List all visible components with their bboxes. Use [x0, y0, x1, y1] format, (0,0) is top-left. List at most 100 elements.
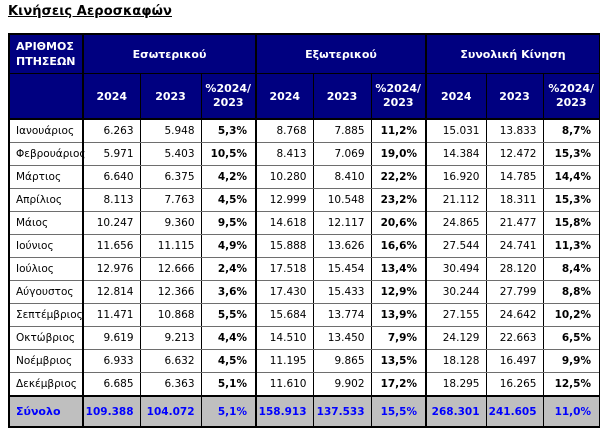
table-row: Ιούλιος 12.976 12.666 2,4% 17.518 15.454…: [8, 257, 600, 281]
pct-cell: 20,6%: [370, 211, 427, 235]
pct-cell: 23,2%: [370, 188, 427, 212]
value-cell: 14.510: [255, 326, 314, 350]
value-cell: 12.976: [82, 257, 141, 281]
value-cell: 11.195: [255, 349, 314, 373]
value-cell: 14.384: [425, 142, 487, 166]
table-row: Απρίλιος 8.113 7.763 4,5% 12.999 10.548 …: [8, 188, 600, 212]
month-cell: Μάιος: [8, 211, 84, 235]
value-cell: 9.619: [82, 326, 141, 350]
value-cell: 14.785: [485, 165, 544, 189]
pct-cell: 5,1%: [200, 372, 257, 397]
month-cell: Αύγουστος: [8, 280, 84, 304]
value-cell: 6.632: [139, 349, 202, 373]
table-row: Φεβρουάριος 5.971 5.403 10,5% 8.413 7.06…: [8, 142, 600, 166]
value-cell: 7.069: [312, 142, 372, 166]
value-cell: 13.626: [312, 234, 372, 258]
value-cell: 27.155: [425, 303, 487, 327]
group-header-domestic: Εσωτερικού: [82, 33, 257, 74]
pct-cell: 9,5%: [200, 211, 257, 235]
pct-cell: 7,9%: [370, 326, 427, 350]
value-cell: 8.410: [312, 165, 372, 189]
year-header: 2023: [139, 73, 202, 120]
pct-cell: 19,0%: [370, 142, 427, 166]
year-header: 2023: [312, 73, 372, 120]
value-cell: 17.430: [255, 280, 314, 304]
month-cell: Μάρτιος: [8, 165, 84, 189]
pct-cell: 13,4%: [370, 257, 427, 281]
value-cell: 18.311: [485, 188, 544, 212]
value-cell: 27.544: [425, 234, 487, 258]
pct-cell: 9,9%: [542, 349, 600, 373]
value-cell: 22.663: [485, 326, 544, 350]
corner-header-spacer: [8, 73, 84, 120]
value-cell: 15.684: [255, 303, 314, 327]
pct-cell: 11,3%: [542, 234, 600, 258]
corner-header: ΑΡΙΘΜΟΣ ΠΤΗΣΕΩΝ: [8, 33, 84, 74]
value-cell: 13.774: [312, 303, 372, 327]
value-cell: 13.450: [312, 326, 372, 350]
month-cell: Ιούνιος: [8, 234, 84, 258]
value-cell: 15.031: [425, 119, 487, 143]
pct-header: %2024/ 2023: [200, 73, 257, 120]
pct-cell: 5,3%: [200, 119, 257, 143]
pct-cell: 11,2%: [370, 119, 427, 143]
pct-cell: 13,5%: [370, 349, 427, 373]
value-cell: 17.518: [255, 257, 314, 281]
total-label: Σύνολο: [8, 395, 84, 428]
year-header: 2024: [425, 73, 487, 120]
value-cell: 6.263: [82, 119, 141, 143]
month-cell: Οκτώβριος: [8, 326, 84, 350]
pct-cell: 5,5%: [200, 303, 257, 327]
value-cell: 9.865: [312, 349, 372, 373]
pct-cell: 14,4%: [542, 165, 600, 189]
pct-header: %2024/ 2023: [370, 73, 427, 120]
value-cell: 12.472: [485, 142, 544, 166]
month-cell: Δεκέμβριος: [8, 372, 84, 397]
page-title: Κινήσεις Αεροσκαφών: [8, 4, 172, 19]
month-cell: Σεπτέμβριος: [8, 303, 84, 327]
value-cell: 11.610: [255, 372, 314, 397]
value-cell: 12.814: [82, 280, 141, 304]
total-value-cell: 158.913: [255, 395, 314, 428]
total-value-cell: 268.301: [425, 395, 487, 428]
year-header: 2024: [255, 73, 314, 120]
value-cell: 5.403: [139, 142, 202, 166]
table-row: Ιούνιος 11.656 11.115 4,9% 15.888 13.626…: [8, 234, 600, 258]
month-cell: Απρίλιος: [8, 188, 84, 212]
pct-cell: 17,2%: [370, 372, 427, 397]
value-cell: 15.454: [312, 257, 372, 281]
value-cell: 8.413: [255, 142, 314, 166]
value-cell: 12.666: [139, 257, 202, 281]
pct-cell: 4,5%: [200, 188, 257, 212]
pct-cell: 16,6%: [370, 234, 427, 258]
value-cell: 5.948: [139, 119, 202, 143]
value-cell: 8.768: [255, 119, 314, 143]
total-pct-cell: 5,1%: [200, 395, 257, 428]
pct-cell: 22,2%: [370, 165, 427, 189]
value-cell: 16.497: [485, 349, 544, 373]
pct-cell: 10,5%: [200, 142, 257, 166]
value-cell: 24.865: [425, 211, 487, 235]
table-row: Αύγουστος 12.814 12.366 3,6% 17.430 15.4…: [8, 280, 600, 304]
value-cell: 16.920: [425, 165, 487, 189]
group-header-international: Εξωτερικού: [255, 33, 427, 74]
year-header: 2023: [485, 73, 544, 120]
total-pct-cell: 11,0%: [542, 395, 600, 428]
value-cell: 13.833: [485, 119, 544, 143]
pct-cell: 4,2%: [200, 165, 257, 189]
pct-cell: 8,8%: [542, 280, 600, 304]
month-cell: Ιούλιος: [8, 257, 84, 281]
group-header-total: Συνολική Κίνηση: [425, 33, 600, 74]
year-header: 2024: [82, 73, 141, 120]
value-cell: 21.112: [425, 188, 487, 212]
pct-cell: 12,9%: [370, 280, 427, 304]
total-value-cell: 109.388: [82, 395, 141, 428]
value-cell: 24.129: [425, 326, 487, 350]
table-row: Ιανουάριος 6.263 5.948 5,3% 8.768 7.885 …: [8, 119, 600, 143]
value-cell: 7.885: [312, 119, 372, 143]
value-cell: 18.128: [425, 349, 487, 373]
pct-cell: 4,5%: [200, 349, 257, 373]
value-cell: 18.295: [425, 372, 487, 397]
total-value-cell: 104.072: [139, 395, 202, 428]
pct-cell: 4,4%: [200, 326, 257, 350]
